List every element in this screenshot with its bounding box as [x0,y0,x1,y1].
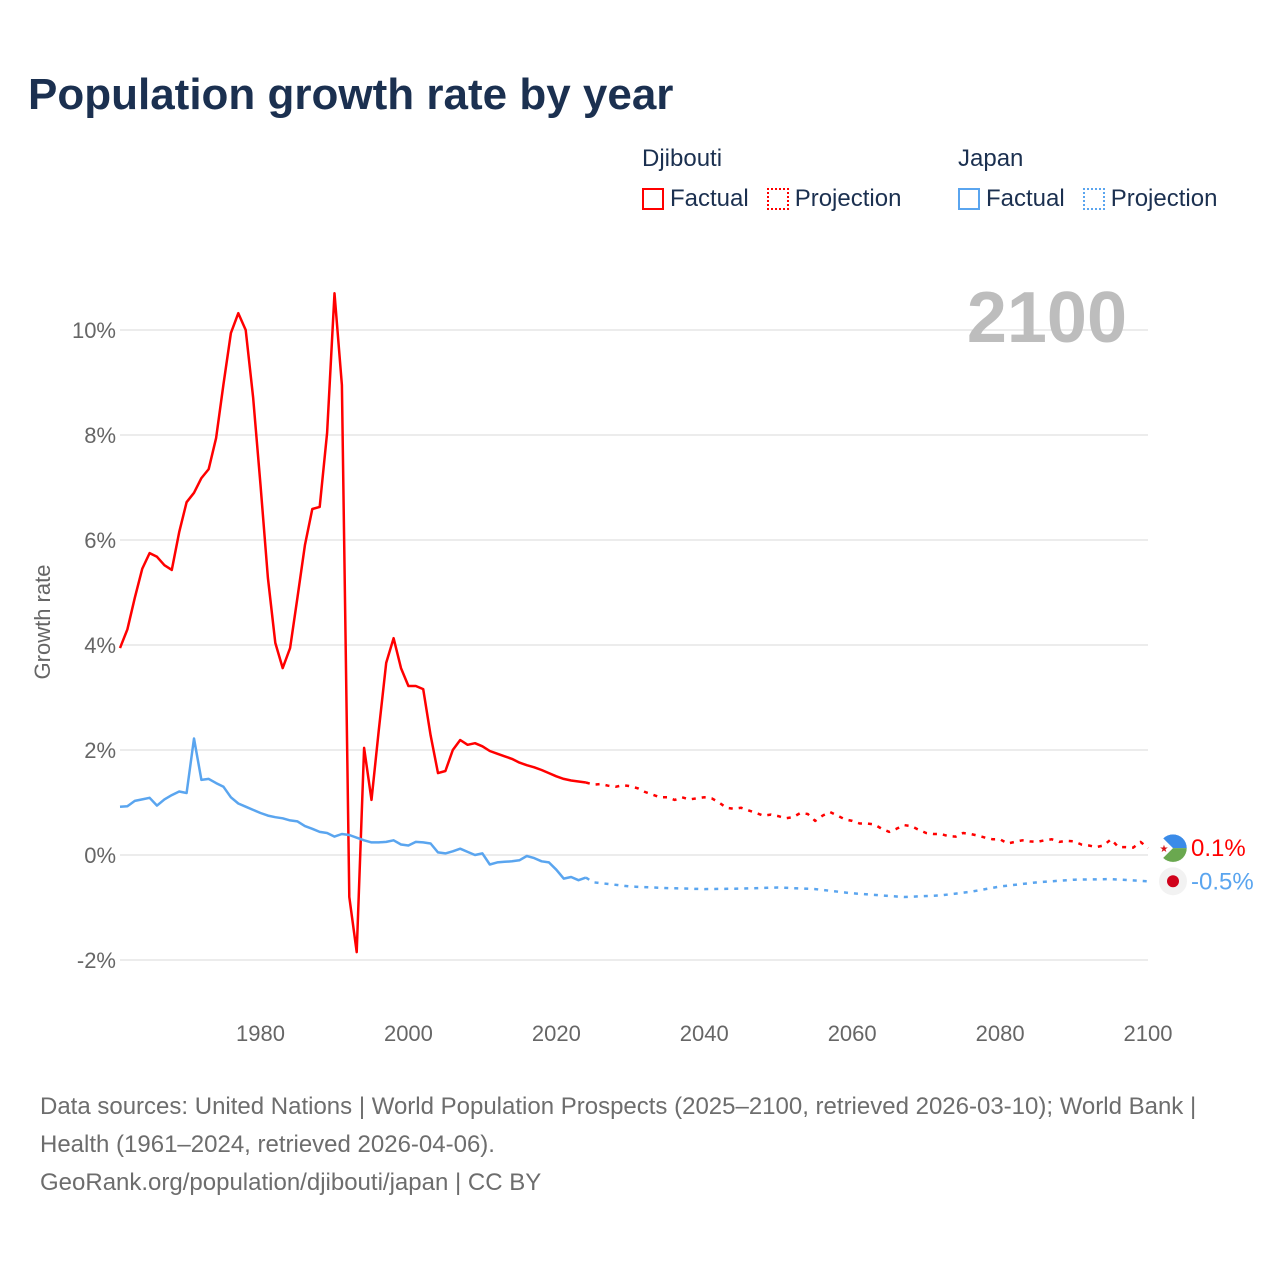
series-djibouti-factual [118,292,587,954]
year-watermark: 2100 [967,278,1127,358]
x-tick-label: 2000 [384,1021,433,1046]
y-axis-label: Growth rate [30,565,55,680]
legend-djibouti: Djibouti Factual Projection [642,145,901,213]
end-label-japan: -0.5% [1191,868,1254,895]
y-tick-label: 0% [84,843,116,868]
x-tick-label: 2100 [1124,1021,1173,1046]
legend-title: Djibouti [642,145,723,172]
y-tick-label: 8% [84,423,116,448]
japan-flag-disc [1167,875,1179,888]
y-tick-label: 4% [84,633,116,658]
djibouti-flag-icon [1173,834,1188,863]
y-tick-label: 6% [84,528,116,553]
end-label-djibouti: 0.1% [1191,835,1246,862]
djibouti-flag-green [1159,848,1187,863]
x-tick-label: 2060 [828,1021,877,1046]
djibouti-flag-star: ★ [1160,844,1169,855]
legend-swatch [766,188,789,210]
legend-swatch [1082,188,1105,210]
series-djibouti-projection [585,781,1149,850]
japan-flag-icon [1159,867,1187,896]
page-title: Population growth rate by year [28,70,674,119]
y-tick-label: 2% [84,738,116,763]
legend-title: Japan [958,145,1024,172]
djibouti-flag-blue [1159,834,1187,849]
series-japan-factual [119,737,587,882]
legend-japan: Japan Factual Projection [958,145,1217,213]
y-tick-label: 10% [72,318,116,343]
legend-label: Factual [670,185,749,212]
series-japan-projection [585,876,1149,899]
djibouti-flag-triangle [1159,834,1173,863]
legend-item-factual[interactable]: Factual [958,185,1065,213]
legend-item-projection[interactable]: Projection [766,185,902,213]
x-tick-label: 2020 [532,1021,581,1046]
legend-label: Projection [1110,185,1218,212]
x-tick-label: 1980 [236,1021,285,1046]
legend-item-projection[interactable]: Projection [1082,185,1218,213]
y-tick-label: -2% [77,948,116,973]
footer: Data sources: United Nations | World Pop… [40,1088,1240,1202]
source-link[interactable]: GeoRank.org/population/djibouti/japan | … [40,1169,542,1196]
legend-swatch [642,188,664,210]
x-tick-label: 2040 [680,1021,729,1046]
legend-item-factual[interactable]: Factual [642,185,749,213]
x-tick-label: 2080 [976,1021,1025,1046]
djibouti-flag-border [1158,833,1188,863]
data-sources: Data sources: United Nations | World Pop… [40,1093,1197,1158]
legend-label: Factual [986,185,1065,212]
legend-label: Projection [794,185,902,212]
legend-swatch [958,188,980,210]
